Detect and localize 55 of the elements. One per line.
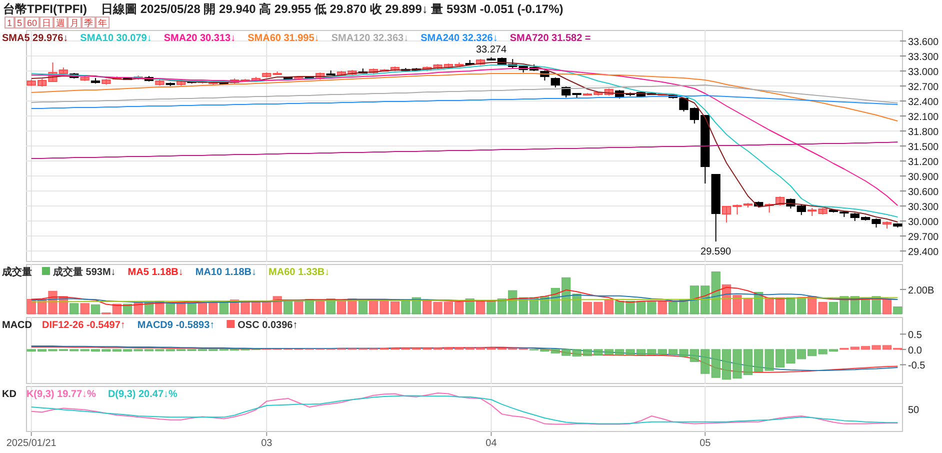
y-tick-label: 29.700 xyxy=(908,232,940,243)
y-tick-label: 32.700 xyxy=(908,82,940,93)
text: 5 xyxy=(17,18,22,28)
y-tick-label: 32.400 xyxy=(908,97,940,108)
text: SMA720 31.582 = xyxy=(510,33,591,44)
text: 年 xyxy=(98,18,108,28)
y-tick-label: 30.300 xyxy=(908,202,940,213)
y-tick-label: 31.800 xyxy=(908,127,940,138)
y-tick-label: 33.300 xyxy=(908,52,940,63)
text: 月 xyxy=(70,18,80,28)
text: SMA5 29.976↓ xyxy=(2,33,68,44)
x-tick-label: 04 xyxy=(486,438,498,449)
text: 50 xyxy=(908,405,920,416)
chart-subtitle: 日線圖 2025/05/28 開 29.940 高 29.955 低 29.870 收 29.899↓ 量 593M -0.051 (-0.17%) xyxy=(101,2,564,16)
text: MA60 1.33B↓ xyxy=(268,267,330,278)
text: 季 xyxy=(84,18,94,28)
annotation: 29.590 xyxy=(700,246,732,258)
y-tick-label: 30.000 xyxy=(908,217,940,228)
y-tick-label: 2.00B xyxy=(908,285,934,296)
text: SMA240 32.326↓ xyxy=(420,33,498,44)
y-tick-label: 31.500 xyxy=(908,142,940,153)
y-tick-label: 0.5 xyxy=(908,330,922,342)
y-tick-label: 30.600 xyxy=(908,187,940,198)
chart-title: 台幣TPFI(TPFI) xyxy=(3,2,87,16)
y-tick-label: 30.900 xyxy=(908,172,940,183)
text: 日 xyxy=(42,18,52,28)
x-tick-label: 03 xyxy=(261,438,273,449)
text: SMA10 30.079↓ xyxy=(80,33,152,44)
y-tick-label: -0.5 xyxy=(908,360,926,372)
text: MA10 1.18B↓ xyxy=(195,267,257,278)
text: MA5 1.18B↓ xyxy=(128,267,184,278)
y-tick-label: 31.200 xyxy=(908,157,940,168)
y-tick-label: 0.0 xyxy=(908,345,922,356)
y-tick-label: 32.100 xyxy=(908,112,940,123)
chart-title: KD xyxy=(2,389,16,400)
x-tick-label: 05 xyxy=(700,438,712,449)
y-tick-label: 33.600 xyxy=(908,37,940,48)
annotation: 33.274 xyxy=(476,44,507,56)
legend-label: 成交量 593M↓ xyxy=(52,266,116,278)
text: SMA120 32.363↓ xyxy=(331,33,409,44)
chart-title: MACD xyxy=(2,320,32,331)
text: SMA60 31.995↓ xyxy=(248,33,320,44)
chart-title: 成交量 xyxy=(1,266,32,278)
series-label: K(9,3) 19.77↓% xyxy=(26,389,96,400)
text: 60 xyxy=(27,18,38,28)
x-tick-label: 2025/01/21 xyxy=(6,438,57,449)
legend-label: OSC 0.0396↑ xyxy=(238,320,298,331)
text: 1 xyxy=(7,18,12,28)
series-label: D(9,3) 20.47↓% xyxy=(108,389,178,400)
y-tick-label: 33.000 xyxy=(908,67,940,78)
text: 週 xyxy=(56,18,66,28)
y-tick-label: 29.400 xyxy=(908,247,940,258)
series-label: MACD9 -0.5893↑ xyxy=(137,320,215,331)
text: SMA20 30.313↓ xyxy=(164,33,236,44)
series-label: DIF12-26 -0.5497↑ xyxy=(42,320,126,331)
